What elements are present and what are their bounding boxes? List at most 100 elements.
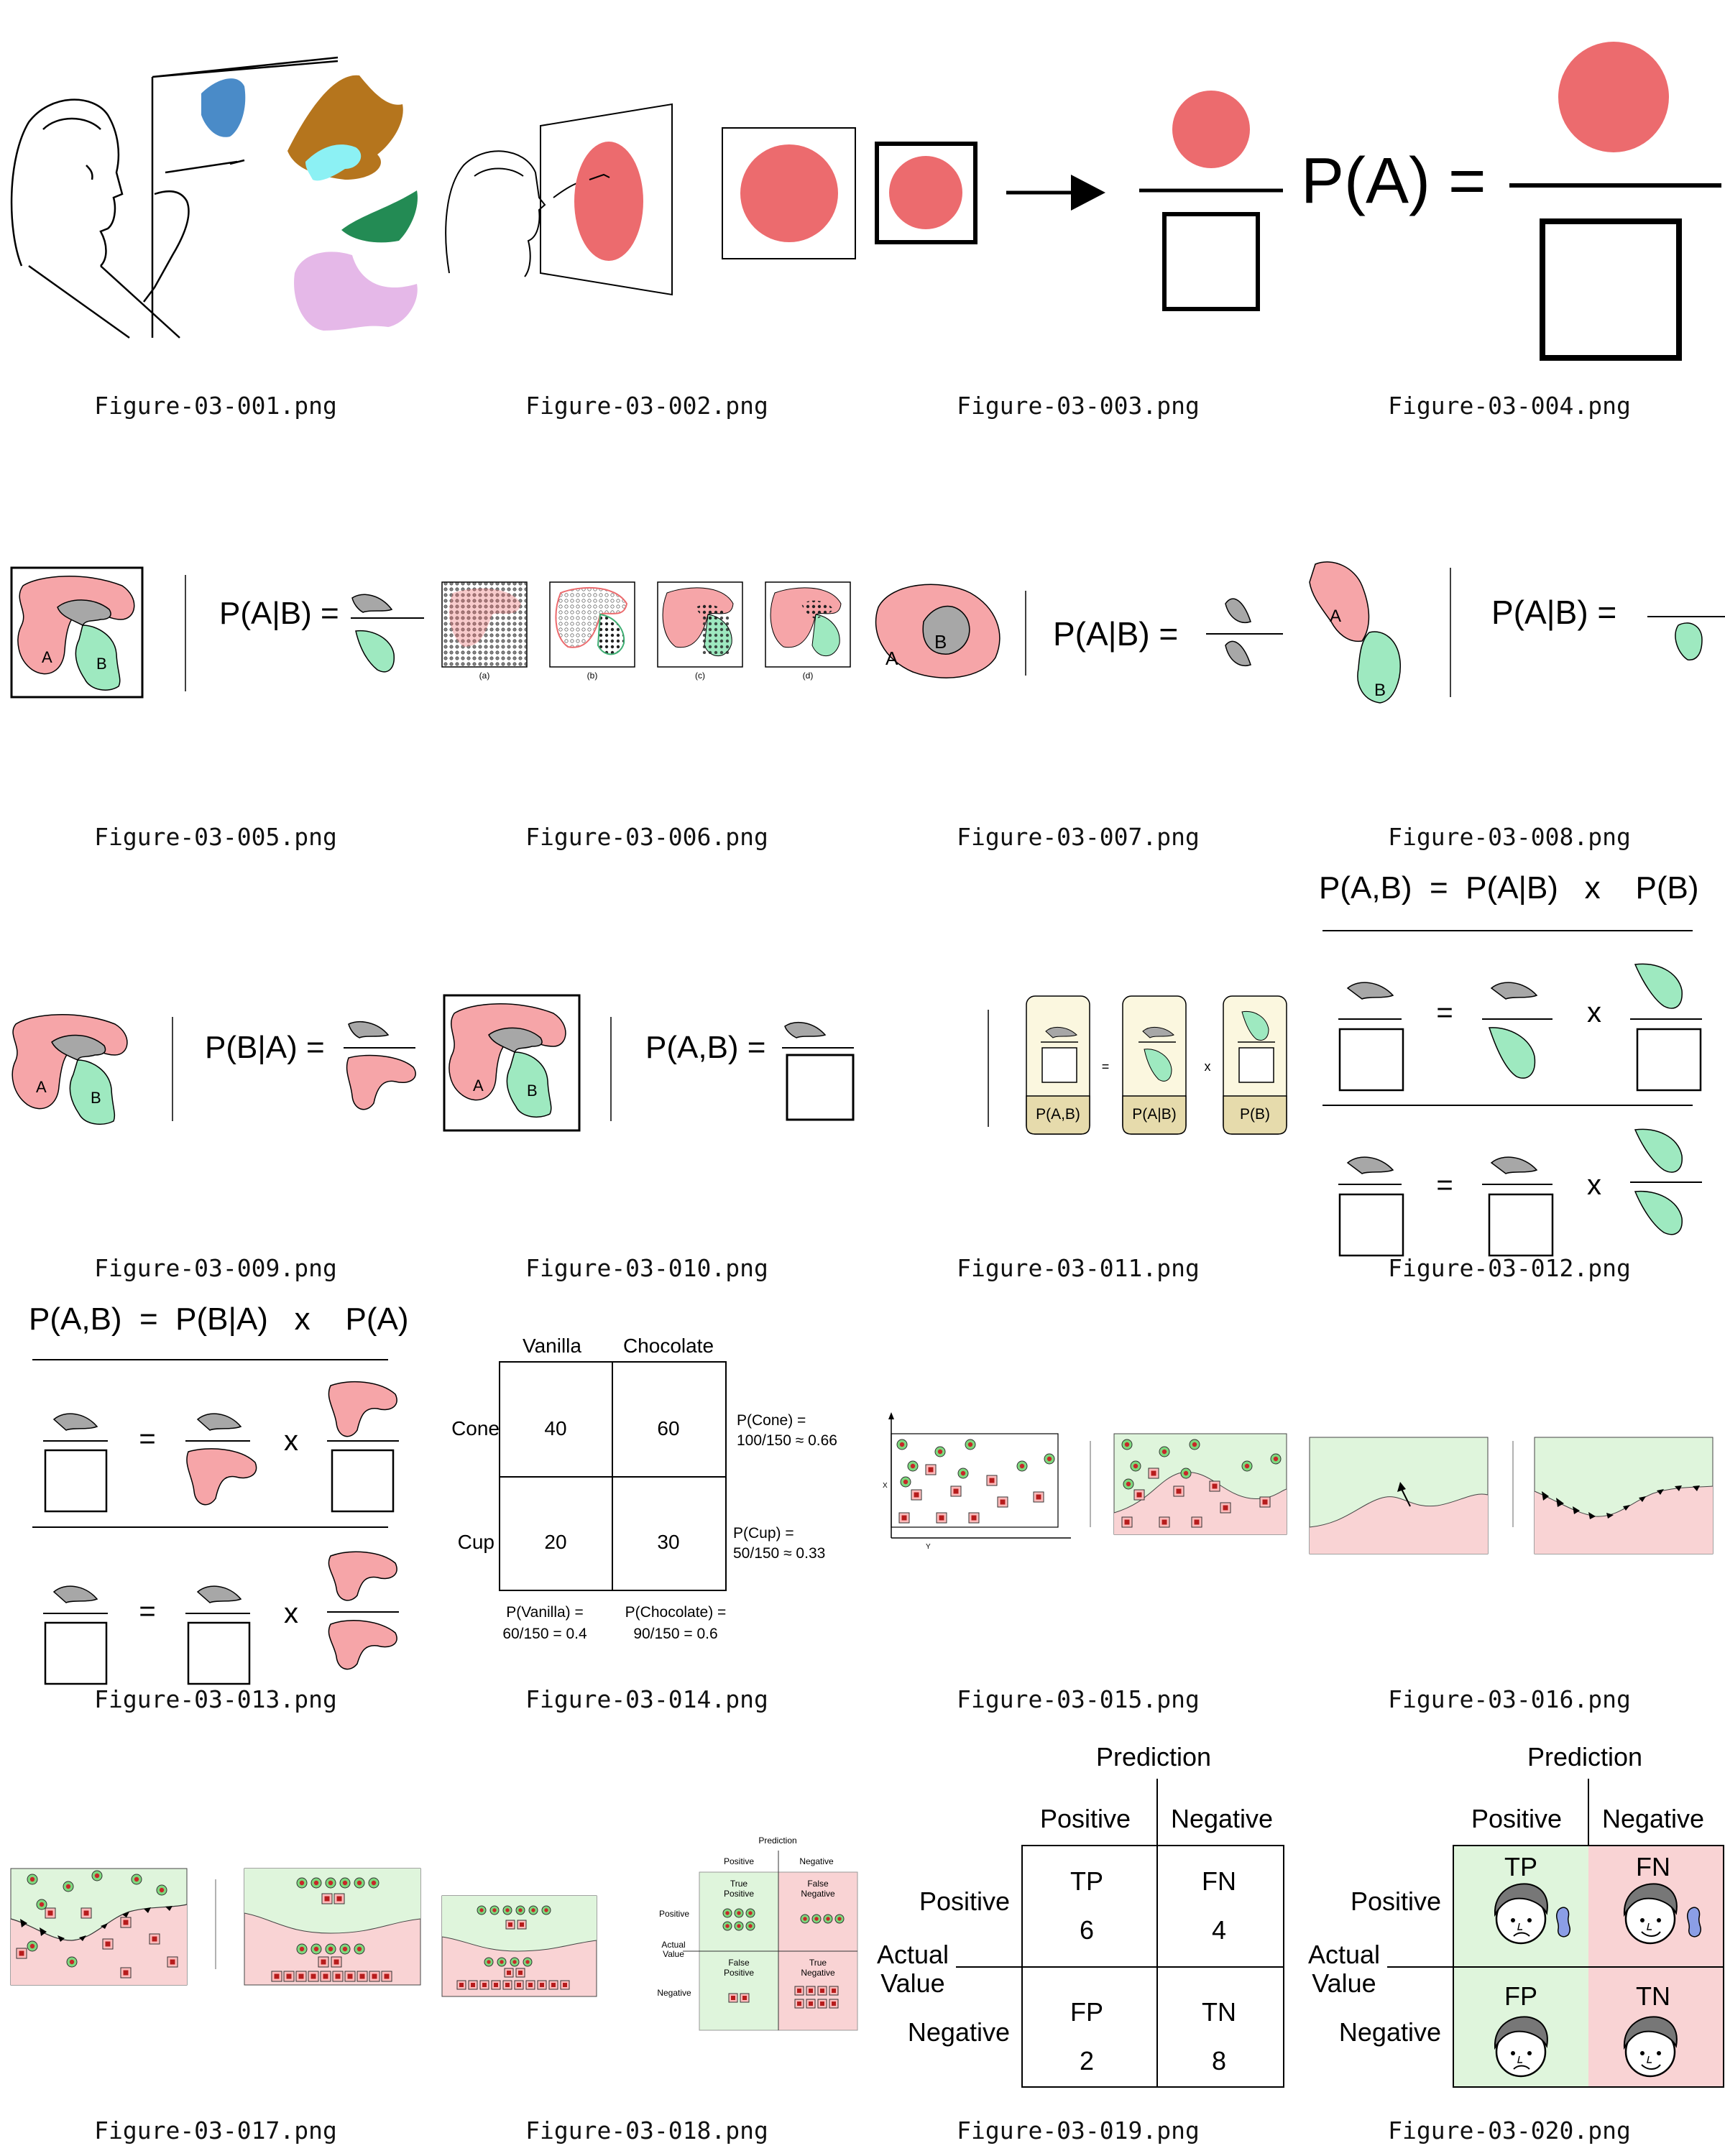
thumbnail-caption[interactable]: Figure-03-013.png bbox=[94, 1685, 337, 1713]
thumbnail-figure-03-002[interactable]: Figure-03-002.png bbox=[431, 0, 862, 431]
set-b-blob bbox=[1357, 631, 1401, 704]
svg-text:False: False bbox=[807, 1879, 829, 1889]
label-b: B bbox=[91, 1089, 101, 1107]
svg-text:Positive: Positive bbox=[724, 1889, 754, 1899]
thumbnail-figure-03-003[interactable]: Figure-03-003.png bbox=[862, 0, 1294, 431]
thumbnail-image: A B P(A,B) = A B bbox=[443, 994, 855, 1132]
cell-fp-label: FP bbox=[1070, 1997, 1103, 2027]
green-blob bbox=[341, 190, 418, 243]
thumbnail-image bbox=[445, 103, 673, 296]
intersection-blob bbox=[51, 1034, 106, 1061]
thumbnail-figure-03-011[interactable]: P(A,B) = P(A|B) x P(B) Figure-03-011.png bbox=[862, 862, 1294, 1294]
thumbnail-caption[interactable]: Figure-03-003.png bbox=[957, 392, 1200, 420]
overfit-panel bbox=[10, 1868, 188, 1986]
thumbnail-figure-03-014[interactable]: Vanilla Chocolate Cone Cup 40 60 20 30 P… bbox=[431, 1294, 862, 1725]
row-positive: Positive bbox=[919, 1886, 1010, 1916]
svg-text:P(Cone) =: P(Cone) = bbox=[737, 1412, 806, 1429]
thumbnail-caption[interactable]: Figure-03-005.png bbox=[94, 823, 337, 851]
thumbnail-caption[interactable]: Figure-03-004.png bbox=[1388, 392, 1631, 420]
svg-text:=: = bbox=[1436, 1169, 1453, 1201]
thumbnail-caption[interactable]: Figure-03-020.png bbox=[1388, 2116, 1631, 2145]
thumbnail-figure-03-015[interactable]: X Y Figure-03-015.png bbox=[862, 1294, 1294, 1725]
thumbnail-image: A B P(A|B) = bbox=[10, 566, 424, 699]
thumbnail-caption[interactable]: Figure-03-006.png bbox=[525, 823, 768, 851]
thumbnail-figure-03-008[interactable]: A B P(A|B) = Figure-03-008.png bbox=[1294, 431, 1725, 862]
card-p-a-given-b: P(A|B) bbox=[1122, 995, 1187, 1135]
panel-c: (c) bbox=[657, 581, 743, 681]
sample-space-square bbox=[10, 566, 144, 699]
thumbnail-caption[interactable]: Figure-03-009.png bbox=[94, 1254, 337, 1282]
thumbnail-figure-03-004[interactable]: P(A) = Figure-03-004.png bbox=[1294, 0, 1725, 431]
thumbnail-image: Prediction Positive Negative Positive Ac… bbox=[441, 1835, 858, 2031]
thumbnail-image: P(A) = bbox=[1301, 42, 1721, 361]
thumbnail-figure-03-005[interactable]: A B P(A|B) = Figure-03-005.png bbox=[0, 431, 431, 862]
thumbnail-caption[interactable]: Figure-03-019.png bbox=[957, 2116, 1200, 2145]
thumbnail-image: Vanilla Chocolate Cone Cup 40 60 20 30 P… bbox=[451, 1335, 837, 1642]
cell-tp-value: 6 bbox=[1080, 1915, 1094, 1945]
svg-text:False: False bbox=[728, 1958, 750, 1968]
thumbnail-caption[interactable]: Figure-03-015.png bbox=[957, 1685, 1200, 1713]
cell-fp-value: 2 bbox=[1080, 2046, 1094, 2076]
thumbnail-caption[interactable]: Figure-03-016.png bbox=[1388, 1685, 1631, 1713]
thumbnail-caption[interactable]: Figure-03-012.png bbox=[1388, 1254, 1631, 1282]
thumbnail-figure-03-020[interactable]: Prediction Positive Negative Positive Ac… bbox=[1294, 1725, 1725, 2156]
thumbnail-figure-03-019[interactable]: Prediction Positive Negative Positive Ac… bbox=[862, 1725, 1294, 2156]
axis-label-x: X bbox=[883, 1482, 888, 1490]
thumbnail-figure-03-013[interactable]: P(A,B) = P(B|A) x P(A) = x = x Figure-03… bbox=[0, 1294, 431, 1725]
thumbnail-image: P(A,B) = P(A|B) x P(B) = x = x bbox=[1319, 870, 1702, 1257]
thumbnail-caption[interactable]: Figure-03-017.png bbox=[94, 2116, 337, 2145]
intersection-blob bbox=[57, 599, 111, 626]
cell-cup-vanilla: 20 bbox=[544, 1531, 566, 1553]
man-drawing-sketch bbox=[445, 150, 594, 277]
thumbnail-figure-03-016[interactable]: Figure-03-016.png bbox=[1294, 1294, 1725, 1725]
thumbnail-figure-03-006[interactable]: (a) (b) (c) (d) Figure-03-006.png bbox=[431, 431, 862, 862]
thumbnail-figure-03-012[interactable]: P(A,B) = P(A|B) x P(B) = x = x Figure-03… bbox=[1294, 862, 1725, 1294]
thumbnail-figure-03-007[interactable]: A B P(A|B) = Figure-03-007.png bbox=[862, 431, 1294, 862]
fraction-circle bbox=[1558, 42, 1669, 152]
drop-icon bbox=[1556, 1907, 1570, 1938]
thumbnail-caption[interactable]: Figure-03-018.png bbox=[525, 2116, 768, 2145]
thumbnail-figure-03-010[interactable]: A B P(A,B) = A B Figure-03-010.png bbox=[431, 862, 862, 1294]
thumbnail-caption[interactable]: Figure-03-002.png bbox=[525, 392, 768, 420]
row-positive: Positive bbox=[1351, 1886, 1441, 1916]
thumbnail-caption[interactable]: Figure-03-001.png bbox=[94, 392, 337, 420]
man-drawing-sketch bbox=[10, 56, 339, 339]
cell-fn-label: FN bbox=[1636, 1852, 1670, 1881]
formula-text: P(B|A) = bbox=[205, 1030, 325, 1065]
svg-text:(a): (a) bbox=[479, 671, 490, 681]
cell-tp-label: TP bbox=[1070, 1866, 1103, 1896]
col-negative: Negative bbox=[1602, 1804, 1704, 1833]
thumbnail-caption[interactable]: Figure-03-011.png bbox=[957, 1254, 1200, 1282]
set-b-blob bbox=[75, 625, 121, 691]
confusion-matrix-faces: Prediction Positive Negative Positive Ac… bbox=[1308, 1742, 1724, 2088]
actual-label: Actual bbox=[877, 1940, 949, 1969]
svg-text:Value: Value bbox=[663, 1949, 684, 1959]
thumbnail-caption[interactable]: Figure-03-007.png bbox=[957, 823, 1200, 851]
drop-icon bbox=[1687, 1907, 1701, 1938]
panel-a: (a) bbox=[441, 581, 528, 681]
svg-text:(b): (b) bbox=[587, 671, 598, 681]
thumbnail-caption[interactable]: Figure-03-014.png bbox=[525, 1685, 768, 1713]
thumbnail-caption[interactable]: Figure-03-010.png bbox=[525, 1254, 768, 1282]
svg-text:P(Cup) =: P(Cup) = bbox=[733, 1525, 794, 1542]
thumbnail-figure-03-009[interactable]: A B P(B|A) = Figure-03-009.png bbox=[0, 862, 431, 1294]
thumbnail-figure-03-017[interactable]: Figure-03-017.png bbox=[0, 1725, 431, 2156]
label-a: A bbox=[1330, 607, 1341, 626]
thumbnail-caption[interactable]: Figure-03-008.png bbox=[1388, 823, 1631, 851]
numerator-shape bbox=[351, 594, 393, 613]
denominator-square bbox=[786, 1054, 855, 1121]
thumbnail-figure-03-001[interactable]: Figure-03-001.png bbox=[0, 0, 431, 431]
happy-face-icon bbox=[1623, 1883, 1678, 1945]
label-b: B bbox=[1374, 681, 1386, 700]
svg-text:Negative: Negative bbox=[799, 1856, 834, 1866]
formula-text: P(A|B) = bbox=[1491, 594, 1616, 631]
svg-text:Prediction: Prediction bbox=[758, 1835, 796, 1846]
cell-fn-value: 4 bbox=[1212, 1915, 1226, 1945]
col-positive: Positive bbox=[1471, 1804, 1562, 1833]
svg-text:x: x bbox=[284, 1598, 298, 1629]
svg-text:50/150 ≈ 0.33: 50/150 ≈ 0.33 bbox=[733, 1545, 825, 1562]
thumbnail-figure-03-018[interactable]: Prediction Positive Negative Positive Ac… bbox=[431, 1725, 862, 2156]
svg-text:=: = bbox=[1436, 997, 1453, 1028]
svg-text:(c): (c) bbox=[695, 671, 705, 681]
board-outline bbox=[540, 103, 673, 296]
